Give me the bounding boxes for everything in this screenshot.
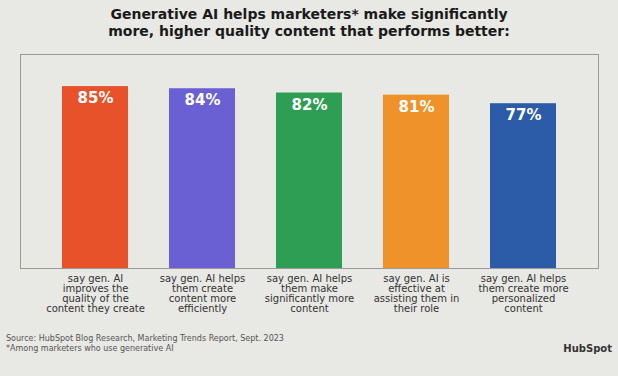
svg-text:81%: 81% [399,98,435,116]
html-text:Hub Sp ot: Hub Sp ot [563,343,612,354]
svg-text:say gen. AI iseffective atassi: say gen. AI iseffective atassisting them… [374,273,460,314]
html-text:Generative AI helps marketers*: Generative AI helps marketers* make sign… [108,6,510,39]
svg-text:say gen. AI helpsthem create m: say gen. AI helpsthem create morepersona… [478,273,568,314]
svg-text:85%: 85% [78,89,114,107]
svg-text:82%: 82% [292,96,328,114]
svg-text:say gen. AI helpsthem createco: say gen. AI helpsthem createcontent more… [160,273,245,314]
svg-text:say gen. AIimproves thequality: say gen. AIimproves thequality of thecon… [46,273,145,314]
svg-text:say gen. AI helpsthem makesign: say gen. AI helpsthem makesignificantly … [265,273,354,314]
svg-text:77%: 77% [506,106,542,124]
html-text:Source: HubSpot Blog Research,: Source: HubSpot Blog Research, Marketing… [6,334,284,353]
svg-text:84%: 84% [185,91,221,109]
